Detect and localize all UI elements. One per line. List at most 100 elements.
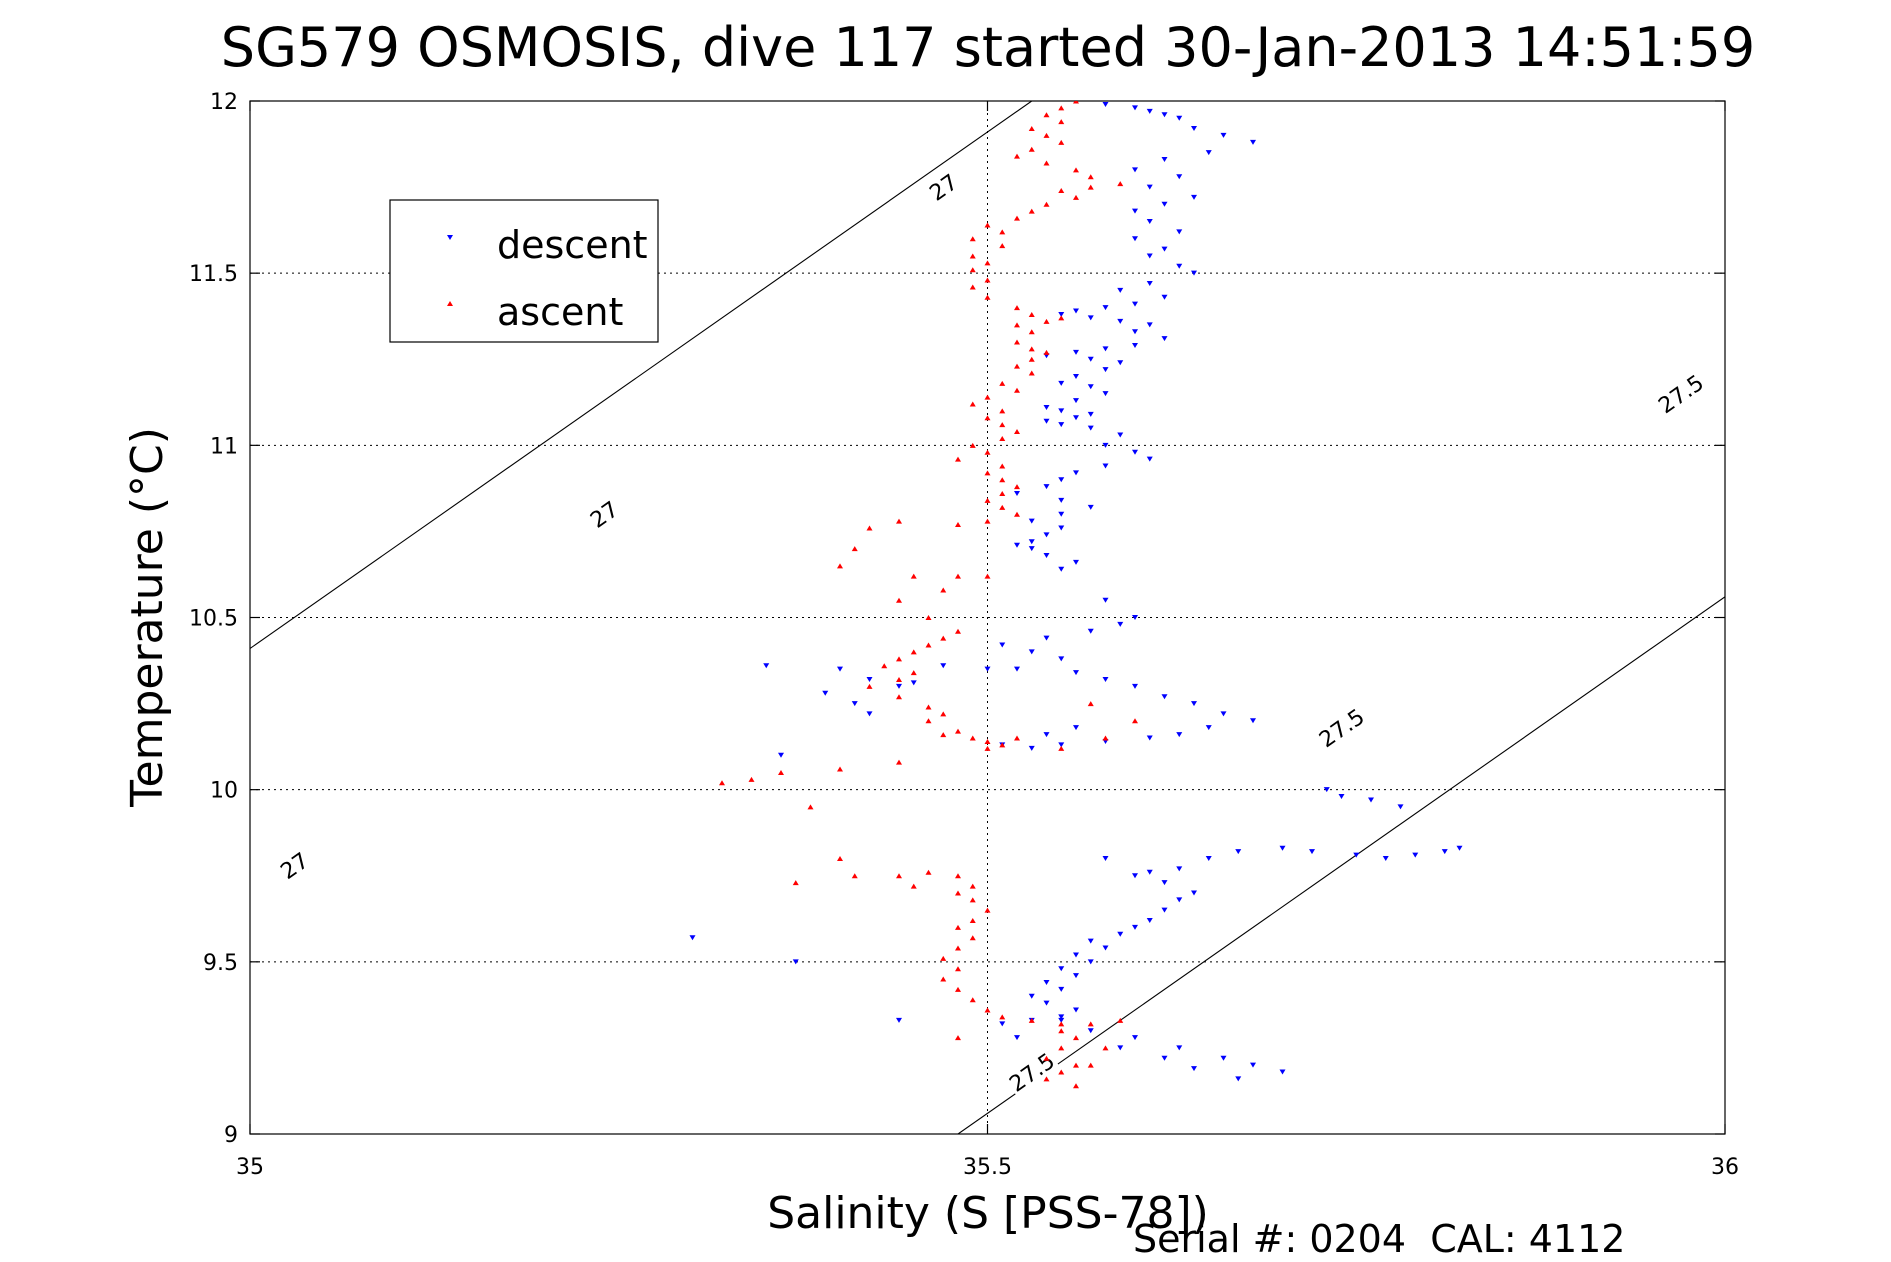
ascent-point xyxy=(1073,194,1079,200)
descent-point xyxy=(1161,907,1168,913)
descent-point xyxy=(1058,477,1065,483)
descent-point xyxy=(1043,484,1050,490)
x-tick-label: 36 xyxy=(1711,1155,1739,1180)
descent-point xyxy=(1073,559,1079,565)
descent-point xyxy=(999,1021,1006,1027)
ascent-point xyxy=(984,573,991,579)
descent-point xyxy=(1014,1035,1020,1041)
descent-point xyxy=(1161,336,1168,342)
descent-point xyxy=(689,935,696,941)
descent-point xyxy=(1117,931,1124,937)
descent-point xyxy=(1191,1066,1197,1072)
ascent-point xyxy=(955,522,961,528)
descent-point xyxy=(1250,1062,1256,1068)
ascent-point xyxy=(1073,1083,1079,1089)
descent-point xyxy=(1132,329,1138,335)
ascent-point xyxy=(1043,160,1050,166)
ascent-point xyxy=(837,766,843,772)
descent-point xyxy=(1191,194,1197,200)
ascent-point xyxy=(792,880,799,886)
ascent-point xyxy=(999,1014,1006,1020)
descent-point xyxy=(1058,422,1065,428)
ascent-point xyxy=(1014,511,1020,517)
descent-point xyxy=(1087,628,1094,634)
ascent-point xyxy=(1117,1017,1124,1023)
ascent-point xyxy=(1058,1028,1065,1034)
descent-point xyxy=(1161,294,1168,300)
ascent-point xyxy=(1028,311,1035,317)
descent-point xyxy=(1102,945,1109,951)
ascent-point xyxy=(1073,101,1079,104)
ascent-point xyxy=(955,945,961,951)
descent-point xyxy=(1146,735,1153,741)
ascent-point xyxy=(896,759,902,765)
descent-point xyxy=(1161,201,1168,207)
ascent-point xyxy=(925,718,932,724)
ascent-point xyxy=(1043,132,1050,138)
ascent-point xyxy=(969,735,976,741)
ascent-point xyxy=(999,463,1006,469)
descent-point xyxy=(1102,346,1109,352)
ascent-point xyxy=(999,380,1006,386)
ascent-point xyxy=(1073,1035,1079,1041)
descent-point xyxy=(1146,456,1153,462)
x-axis-label: Salinity (S [PSS-78]) xyxy=(767,1188,1209,1239)
ascent-point xyxy=(1073,167,1079,173)
descent-point xyxy=(1132,449,1138,455)
y-tick-label: 11.5 xyxy=(189,262,238,287)
chart-title: SG579 OSMOSIS, dive 117 started 30-Jan-2… xyxy=(221,16,1755,79)
descent-point xyxy=(1161,1055,1168,1061)
ascent-point xyxy=(999,504,1006,510)
ascent-point xyxy=(1014,387,1020,393)
axis-ticks: 35 35.5 36 9 9.5 10 10.5 11 11.5 12 xyxy=(189,90,1739,1180)
ascent-point xyxy=(940,711,947,717)
descent-point xyxy=(1073,670,1079,676)
ascent-point xyxy=(955,924,961,930)
ascent-point xyxy=(955,728,961,734)
descent-point xyxy=(896,683,902,689)
descent-point xyxy=(1279,845,1286,851)
ascent-point xyxy=(999,408,1006,414)
descent-point xyxy=(1205,150,1212,156)
ascent-point xyxy=(910,649,917,655)
ascent-point xyxy=(969,897,976,903)
legend: descent ascent xyxy=(389,199,659,343)
descent-point xyxy=(1102,101,1109,107)
descent-point xyxy=(1397,804,1404,810)
descent-point xyxy=(1043,732,1050,738)
descent-point xyxy=(1028,993,1035,999)
ascent-point xyxy=(1087,701,1094,707)
descent-point xyxy=(1176,1045,1183,1051)
contour-label-bg xyxy=(1312,702,1371,754)
ascent-point xyxy=(999,742,1006,748)
x-tick-label: 35.5 xyxy=(963,1155,1012,1180)
ascent-point xyxy=(1028,146,1035,152)
descent-point xyxy=(1132,236,1138,242)
descent-point xyxy=(1176,229,1183,235)
descent-point xyxy=(1043,532,1050,538)
ascent-point xyxy=(969,997,976,1003)
descent-point xyxy=(1073,349,1079,355)
descent-point xyxy=(1250,139,1256,145)
descent-point xyxy=(1176,263,1183,269)
descent-point xyxy=(1368,797,1374,803)
descent-point xyxy=(1176,897,1183,903)
ascent-point xyxy=(1043,1055,1050,1061)
ascent-point xyxy=(984,518,991,524)
descent-point xyxy=(1176,732,1183,738)
ascent-point xyxy=(1028,1017,1035,1023)
ascent-point xyxy=(969,253,976,259)
descent-point xyxy=(1073,373,1079,379)
descent-point xyxy=(1043,418,1050,424)
y-tick-label: 12 xyxy=(210,90,238,115)
descent-point xyxy=(1161,694,1168,700)
ascent-point xyxy=(778,769,784,775)
ascent-point xyxy=(955,628,961,634)
ascent-point xyxy=(866,525,873,531)
ascent-point xyxy=(1014,153,1020,159)
ascent-point xyxy=(925,642,932,648)
descent-point xyxy=(1132,615,1138,620)
ascent-point xyxy=(969,935,976,941)
descent-point xyxy=(1176,866,1183,872)
